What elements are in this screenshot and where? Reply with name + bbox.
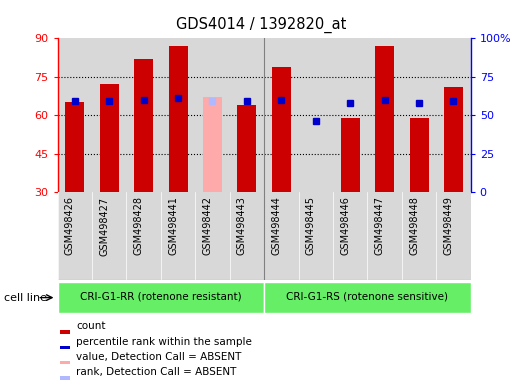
Bar	[272, 66, 291, 192]
Bar	[333, 192, 367, 280]
Text: GSM498447: GSM498447	[374, 197, 384, 255]
Bar	[264, 38, 299, 192]
Text: rank, Detection Call = ABSENT: rank, Detection Call = ABSENT	[76, 367, 236, 377]
Text: CRI-G1-RS (rotenone sensitive): CRI-G1-RS (rotenone sensitive)	[287, 292, 448, 302]
Bar	[436, 192, 471, 280]
Bar	[367, 192, 402, 280]
Bar	[92, 38, 127, 192]
Text: GSM498449: GSM498449	[444, 197, 453, 255]
Bar	[410, 118, 428, 192]
Bar	[92, 192, 127, 280]
Bar	[60, 376, 70, 380]
Bar	[195, 38, 230, 192]
Bar	[367, 38, 402, 192]
Text: value, Detection Call = ABSENT: value, Detection Call = ABSENT	[76, 352, 242, 362]
Text: GSM498448: GSM498448	[409, 197, 419, 255]
Bar	[58, 282, 264, 313]
Bar	[237, 105, 256, 192]
Text: GSM498441: GSM498441	[168, 197, 178, 255]
Text: GSM498445: GSM498445	[306, 197, 316, 255]
Bar	[203, 97, 222, 192]
Bar	[230, 192, 264, 280]
Text: GDS4014 / 1392820_at: GDS4014 / 1392820_at	[176, 17, 347, 33]
Text: GSM498446: GSM498446	[340, 197, 350, 255]
Bar	[127, 192, 161, 280]
Bar	[230, 38, 264, 192]
Text: cell line: cell line	[4, 293, 47, 303]
Bar	[100, 84, 119, 192]
Bar	[60, 361, 70, 364]
Text: GSM498444: GSM498444	[271, 197, 281, 255]
Bar	[60, 330, 70, 334]
Bar	[375, 46, 394, 192]
Bar	[65, 103, 84, 192]
Text: GSM498428: GSM498428	[133, 197, 144, 255]
Bar	[402, 192, 436, 280]
Bar	[333, 38, 367, 192]
Bar	[58, 192, 92, 280]
Bar	[195, 192, 230, 280]
Text: percentile rank within the sample: percentile rank within the sample	[76, 337, 252, 347]
Text: GSM498442: GSM498442	[202, 197, 212, 255]
Bar	[340, 118, 360, 192]
Bar	[436, 38, 471, 192]
Text: CRI-G1-RR (rotenone resistant): CRI-G1-RR (rotenone resistant)	[80, 292, 242, 302]
Bar	[299, 38, 333, 192]
Bar	[161, 192, 195, 280]
Bar	[402, 38, 436, 192]
Bar	[299, 192, 333, 280]
Bar	[264, 282, 471, 313]
Bar	[161, 38, 195, 192]
Bar	[134, 59, 153, 192]
Text: GSM498427: GSM498427	[99, 197, 109, 255]
Bar	[444, 87, 463, 192]
Bar	[60, 346, 70, 349]
Text: GSM498443: GSM498443	[237, 197, 247, 255]
Bar	[168, 46, 188, 192]
Bar	[127, 38, 161, 192]
Bar	[58, 38, 92, 192]
Text: count: count	[76, 321, 106, 331]
Text: GSM498426: GSM498426	[65, 197, 75, 255]
Bar	[264, 192, 299, 280]
